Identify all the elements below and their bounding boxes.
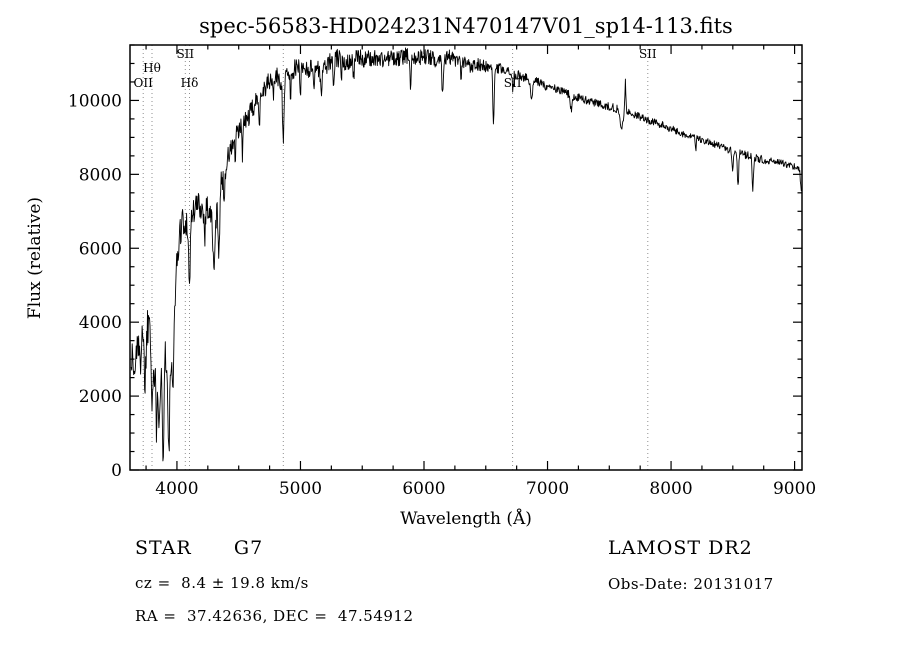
y-tick-label: 2000 — [79, 387, 122, 407]
x-axis-label: Wavelength (Å) — [400, 508, 532, 529]
spectral-line-label: SII — [639, 47, 657, 61]
axes-ticks-layer: 4000 5000 6000 7000 8000 9000 0 2000 4000 6000 800… — [68, 44, 816, 499]
spectral-line-label: SII — [176, 47, 194, 61]
x-tick-label: 7000 — [526, 479, 569, 499]
survey-label: LAMOST DR2 — [608, 537, 753, 559]
spectral-line-label: OII — [134, 76, 154, 90]
spectrum-trace-layer — [130, 47, 802, 462]
y-tick-label: 8000 — [79, 165, 122, 185]
x-tick-label: 9000 — [773, 479, 816, 499]
y-tick-label: 6000 — [79, 239, 122, 259]
spectral-line-label: Hθ — [143, 61, 161, 75]
x-tick-label: 5000 — [279, 479, 322, 499]
y-axis-label: Flux (relative) — [25, 197, 45, 319]
obs-date: Obs-Date: 20131017 — [608, 575, 774, 593]
spectral-line-label: Hδ — [181, 76, 199, 90]
y-tick-label: 0 — [111, 461, 122, 481]
object-class-label: STAR G7 — [135, 537, 264, 559]
x-tick-label: 8000 — [649, 479, 692, 499]
x-tick-label: 4000 — [155, 479, 198, 499]
cz-value: cz = 8.4 ± 19.8 km/s — [135, 574, 309, 592]
y-tick-label: 4000 — [79, 313, 122, 333]
plot-frame — [129, 44, 803, 471]
plot-title: spec-56583-HD024231N470147V01_sp14-113.f… — [199, 14, 733, 38]
x-tick-label: 6000 — [402, 479, 445, 499]
coordinates: RA = 37.42636, DEC = 47.54912 — [135, 607, 414, 625]
y-tick-label: 10000 — [68, 91, 122, 111]
spectrum-trace — [130, 47, 802, 462]
